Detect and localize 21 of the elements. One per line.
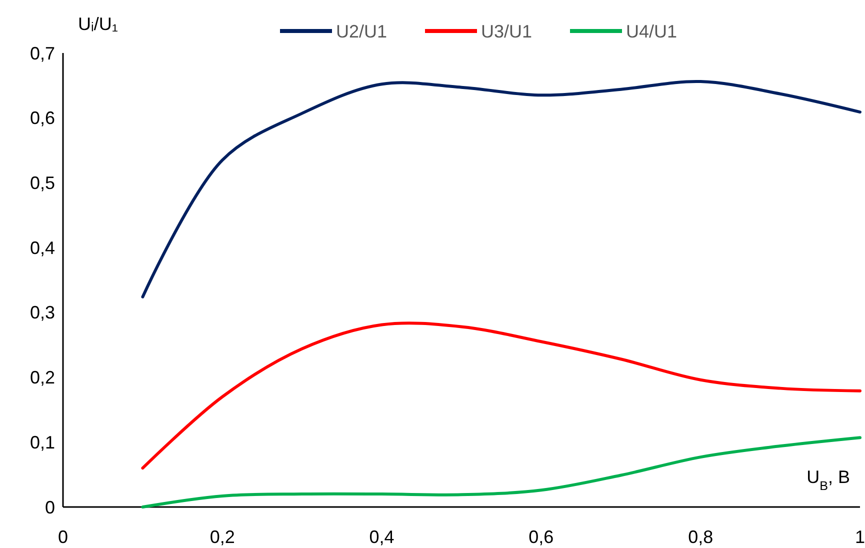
x-tick-label: 0,4 xyxy=(369,527,394,547)
x-tick-label: 1 xyxy=(854,527,865,547)
legend-label: U4/U1 xyxy=(626,21,678,42)
line-series xyxy=(141,436,862,508)
line-series xyxy=(141,80,862,298)
y-tick-label: 0,3 xyxy=(30,302,55,323)
y-tick-label: 0,4 xyxy=(30,238,55,258)
x-tick-label: 0,6 xyxy=(528,527,554,547)
y-tick-label: 0,1 xyxy=(30,432,55,452)
y-axis-title: Uᵢ/U₁ xyxy=(78,14,118,34)
x-axis-title: U$_{B}$, B xyxy=(806,467,850,493)
y-tick-label: 0,7 xyxy=(30,43,55,64)
legend-label: U3/U1 xyxy=(481,21,532,42)
x-tick-label: 0 xyxy=(58,527,68,547)
y-tick-label: 0,2 xyxy=(30,368,55,388)
y-tick-label: 0,5 xyxy=(30,173,55,194)
x-tick-label: 0,2 xyxy=(210,527,235,547)
y-tick-label: 0 xyxy=(44,497,55,518)
legend-label: U2/U1 xyxy=(336,21,388,42)
y-tick-label: 0,6 xyxy=(30,108,55,128)
x-tick-label: 0,8 xyxy=(688,527,714,547)
